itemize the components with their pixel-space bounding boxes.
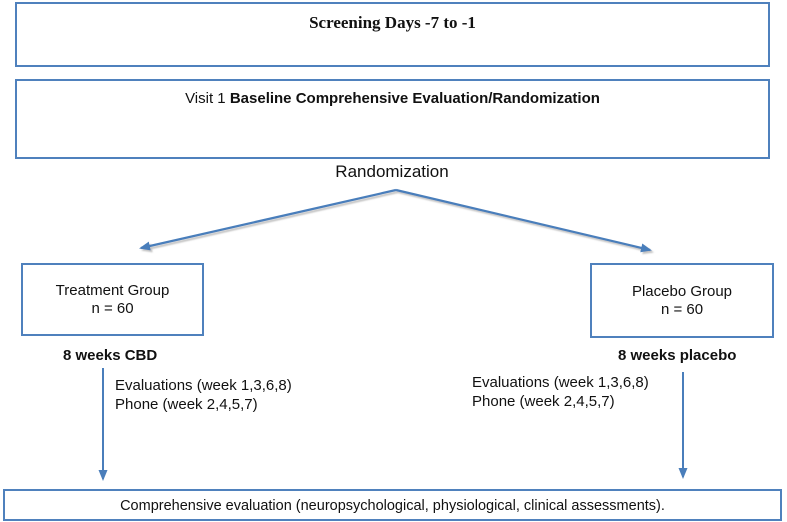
placebo-group-n: n = 60	[660, 300, 704, 318]
treatment-schedule-phone: Phone (week 2,4,5,7)	[115, 396, 258, 413]
placebo-schedule-phone: Phone (week 2,4,5,7)	[472, 393, 615, 410]
randomization-arrow-left	[139, 188, 397, 251]
placebo-schedule-evaluations: Evaluations (week 1,3,6,8)	[472, 374, 649, 391]
treatment-schedule-evaluations: Evaluations (week 1,3,6,8)	[115, 377, 292, 394]
final-evaluation-label: Comprehensive evaluation (neuropsycholog…	[120, 498, 665, 514]
visit1-bold-text: Baseline Comprehensive Evaluation/Random…	[229, 90, 600, 107]
randomization-arrow-right	[395, 188, 652, 253]
screening-box: Screening Days -7 to -1	[15, 2, 770, 67]
treatment-group-n: n = 60	[91, 299, 134, 317]
placebo-duration-label: 8 weeks placebo	[618, 347, 737, 364]
randomization-label: Randomization	[335, 162, 449, 181]
placebo-schedule: Evaluations (week 1,3,6,8) Phone (week 2…	[472, 373, 649, 411]
screening-box-label: Screening Days -7 to -1	[309, 13, 476, 32]
placebo-group-box: Placebo Group n = 60	[590, 263, 774, 338]
treatment-group-name: Treatment Group	[55, 281, 170, 299]
final-evaluation-box: Comprehensive evaluation (neuropsycholog…	[3, 489, 782, 521]
treatment-group-box: Treatment Group n = 60	[21, 263, 204, 336]
visit1-baseline-box: Visit 1 Baseline Comprehensive Evaluatio…	[15, 79, 770, 159]
treatment-duration-label: 8 weeks CBD	[63, 347, 158, 364]
placebo-group-name: Placebo Group	[631, 282, 733, 300]
visit1-prefix: Visit 1	[185, 90, 230, 107]
treatment-schedule: Evaluations (week 1,3,6,8) Phone (week 2…	[115, 376, 292, 414]
